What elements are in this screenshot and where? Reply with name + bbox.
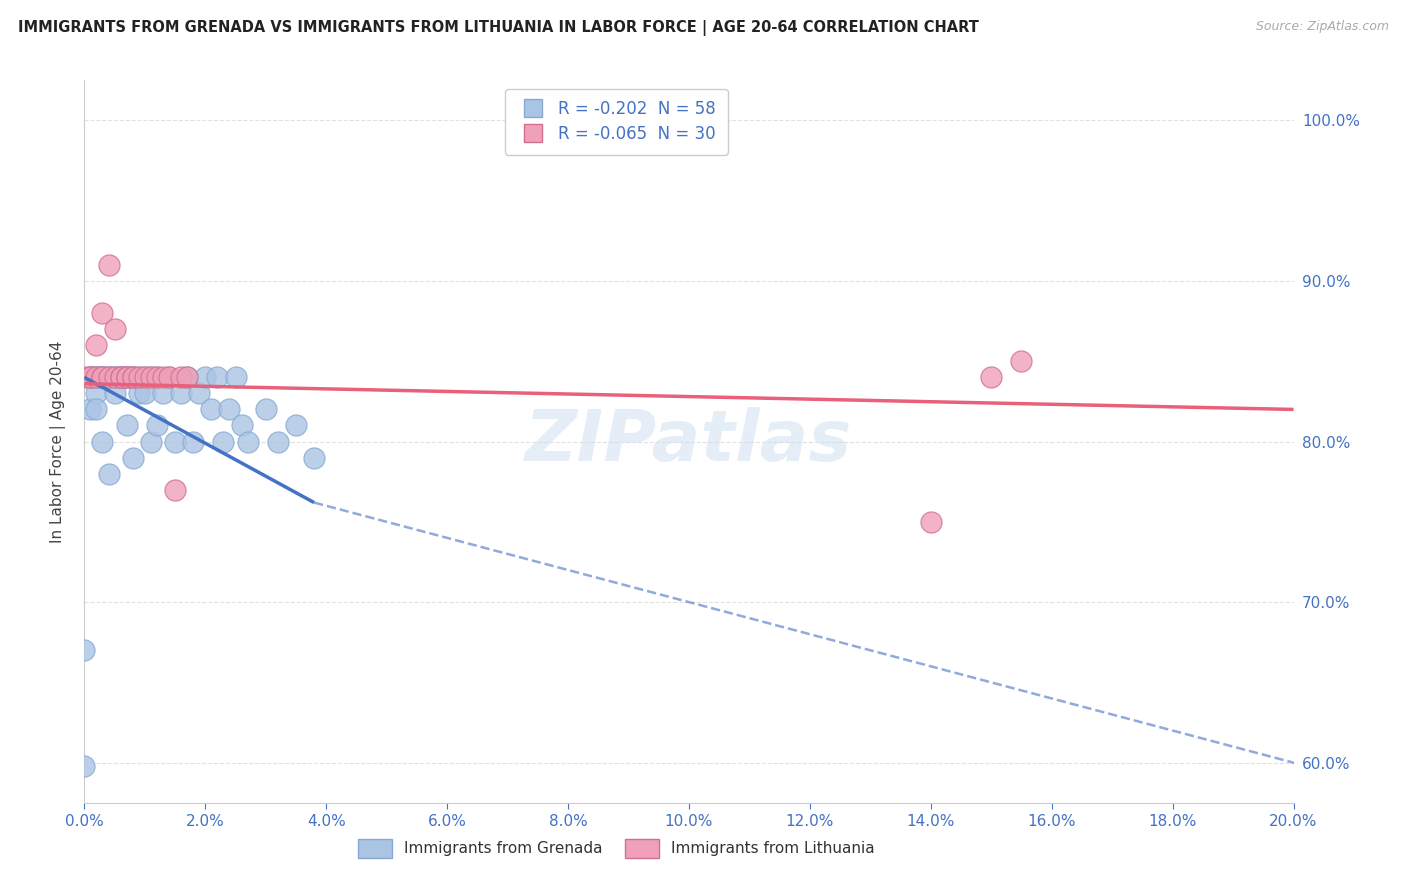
Point [91,434,114,449]
Point [104,370,127,384]
Point [97,370,120,384]
Point [267,434,290,449]
Point [97,370,120,384]
Point [110,370,132,384]
Point [104,322,127,336]
Point [231,418,253,433]
Point [176,370,198,384]
Point [157,370,180,384]
Point [194,370,217,384]
Point [110,370,132,384]
Point [139,434,162,449]
Text: IMMIGRANTS FROM GRENADA VS IMMIGRANTS FROM LITHUANIA IN LABOR FORCE | AGE 20-64 : IMMIGRANTS FROM GRENADA VS IMMIGRANTS FR… [18,20,979,36]
Point [146,370,169,384]
Point [128,370,150,384]
Point [97,467,120,481]
Point [146,370,169,384]
Point [152,386,174,401]
Point [225,370,247,384]
Point [73,759,96,773]
Point [139,370,162,384]
Point [121,370,143,384]
Point [128,386,150,401]
Point [165,483,187,497]
Point [134,370,156,384]
Point [79,370,101,384]
Point [181,434,204,449]
Point [91,370,114,384]
Point [86,370,108,384]
Point [91,370,114,384]
Point [200,402,222,417]
Point [236,434,259,449]
Point [79,370,101,384]
Point [86,370,108,384]
Point [157,370,180,384]
Point [73,643,96,657]
Point [134,370,156,384]
Point [86,402,108,417]
Point [212,434,235,449]
Y-axis label: In Labor Force | Age 20-64: In Labor Force | Age 20-64 [49,341,66,542]
Point [146,418,169,433]
Point [254,402,277,417]
Point [79,370,101,384]
Point [115,370,138,384]
Point [139,370,162,384]
Point [121,370,143,384]
Point [110,370,132,384]
Point [218,402,240,417]
Point [86,386,108,401]
Text: ZIPatlas: ZIPatlas [526,407,852,476]
Point [79,370,101,384]
Point [91,370,114,384]
Point [115,370,138,384]
Point [91,370,114,384]
Point [128,370,150,384]
Point [121,370,143,384]
Point [980,370,1002,384]
Point [104,370,127,384]
Point [97,258,120,272]
Point [1011,354,1033,368]
Point [79,402,101,417]
Point [188,386,211,401]
Point [920,515,942,529]
Point [121,450,143,465]
Point [104,370,127,384]
Point [79,370,101,384]
Point [73,370,96,384]
Point [97,370,120,384]
Text: Source: ZipAtlas.com: Source: ZipAtlas.com [1256,20,1389,33]
Point [165,434,187,449]
Point [152,370,174,384]
Point [86,338,108,352]
Point [104,386,127,401]
Point [86,370,108,384]
Point [115,418,138,433]
Point [207,370,229,384]
Point [115,370,138,384]
Point [134,386,156,401]
Point [86,370,108,384]
Legend: Immigrants from Grenada, Immigrants from Lithuania: Immigrants from Grenada, Immigrants from… [352,833,880,863]
Point [91,370,114,384]
Point [91,306,114,320]
Point [285,418,308,433]
Point [170,386,193,401]
Point [97,370,120,384]
Point [110,370,132,384]
Point [170,370,193,384]
Point [121,370,143,384]
Point [302,450,325,465]
Point [176,370,198,384]
Point [115,370,138,384]
Point [110,370,132,384]
